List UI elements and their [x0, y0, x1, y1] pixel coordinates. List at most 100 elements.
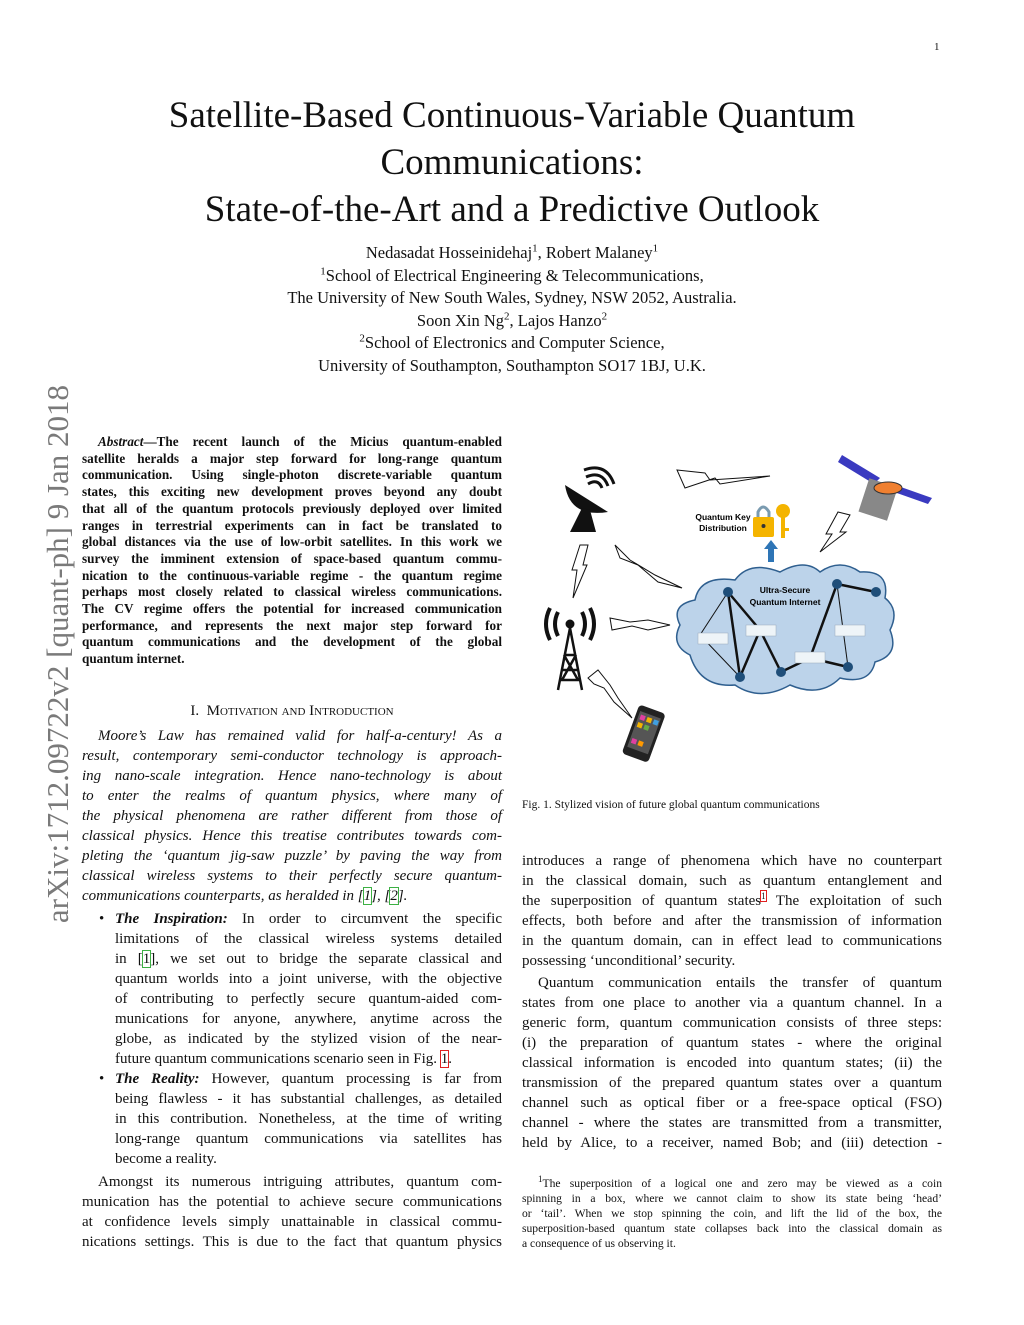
line-text: performance, and represents the next maj…	[82, 617, 502, 633]
text-line: limitations of the classical wireless sy…	[82, 929, 502, 949]
line-text: survey the imminent extension of space-b…	[82, 550, 502, 566]
text-line: communications counterparts, as heralded…	[82, 886, 502, 906]
line-text: being flawless - it has substantial chal…	[115, 1091, 502, 1107]
line-text: future quantum communications scenario s…	[115, 1051, 441, 1067]
text-line: long-range quantum communications via sa…	[82, 1129, 502, 1149]
text-line: future quantum communications scenario s…	[82, 1049, 502, 1069]
text-line: become a reality.	[82, 1149, 502, 1169]
airplane-thumbnails	[697, 624, 866, 664]
text-line: • The Reality: However, quantum processin…	[82, 1069, 502, 1089]
text-line: introduces a range of phenomena which ha…	[522, 851, 942, 871]
affil-sup: 1	[320, 265, 326, 278]
line-text: in [	[115, 951, 143, 967]
emphasis-text: The Inspiration:	[115, 911, 228, 927]
line-text: munications for anyone, anywhere, anytim…	[115, 1011, 502, 1027]
line-text: become a reality.	[115, 1151, 217, 1167]
abstract: Abstract—The recent launch of the Micius…	[82, 434, 502, 668]
author-name: Soon Xin Ng	[416, 310, 504, 330]
text-line: states from one place to another via a q…	[522, 993, 942, 1013]
line-text: spinning in a box, where we cannot claim…	[522, 1192, 942, 1205]
line-text: to enter the realms of quantum physics, …	[82, 788, 502, 804]
line-text: The superposition of a logical one and z…	[542, 1177, 943, 1190]
line-text: a consequence of us observing it.	[522, 1237, 676, 1250]
footnote-link[interactable]: 1	[760, 890, 767, 902]
affiliation-text: School of Electronics and Computer Scien…	[364, 333, 665, 353]
line-text: Moore’s Law has remained valid for half-…	[98, 728, 502, 744]
page-number: 1	[934, 41, 940, 53]
line-text: in this contribution. Nonetheless, at th…	[115, 1111, 502, 1127]
line-text: The exploitation of such	[765, 893, 942, 909]
citation-link[interactable]: 1	[141, 950, 152, 968]
affiliation: 1School of Electrical Engineering & Tele…	[0, 265, 1024, 288]
line-text: —The recent launch of the Micius quantum…	[143, 434, 502, 449]
figure-1: Ultra-Secure Quantum Internet Quantum Ke…	[520, 440, 950, 770]
figure-caption: Fig. 1. Stylized vision of future global…	[522, 799, 820, 811]
citation-link[interactable]: 1	[439, 1050, 450, 1068]
network-nodes	[723, 579, 881, 682]
affil-sup: 1	[532, 242, 538, 255]
line-text: In order to circumvent the specific	[227, 911, 502, 927]
satellite-icon	[838, 455, 932, 521]
paper-title: Satellite-Based Continuous-Variable Quan…	[0, 92, 1024, 233]
line-text: limitations of the classical wireless sy…	[115, 931, 502, 947]
text-line: in [1], we set out to bridge the separat…	[82, 949, 502, 969]
line-text: However, quantum processing is far from	[199, 1071, 502, 1087]
title-line: State-of-the-Art and a Predictive Outloo…	[204, 189, 820, 230]
text-line: The CV regime offers the potential for i…	[82, 601, 502, 618]
paragraph: Amongst its numerous intriguing attribut…	[82, 1172, 502, 1252]
line-text: The CV regime offers the potential for i…	[82, 601, 502, 617]
line-text: states, this exciting new development pr…	[82, 484, 502, 500]
line-text: result, contemporary semi-conductor tech…	[82, 748, 502, 764]
line-text: possessing ‘unconditional’ security.	[522, 953, 736, 969]
text-line: held by Alice, to a receiver, named Bob;…	[522, 1133, 942, 1153]
line-text: generic form, quantum communication cons…	[522, 1015, 942, 1031]
text-line: Quantum communication entails the transf…	[522, 973, 942, 993]
text-line: channel such as optical fiber or a free-…	[522, 1093, 942, 1113]
line-text: communications counterparts, as heralded…	[82, 888, 364, 904]
line-text: nication to the continuous-variable regi…	[82, 567, 502, 583]
citation-link[interactable]: 2	[389, 887, 399, 905]
qkd-label: Quantum Key	[695, 512, 751, 522]
line-text: long-range quantum communications via sa…	[115, 1131, 502, 1147]
affil-sup: 2	[359, 332, 365, 345]
intro-paragraph: Moore’s Law has remained valid for half-…	[82, 726, 502, 906]
text-line: being flawless - it has substantial chal…	[82, 1089, 502, 1109]
line-text: quantum communications and the developme…	[82, 634, 502, 650]
network-links	[699, 582, 877, 678]
text-line: pleting the ‘quantum jig-saw puzzle’ by …	[82, 846, 502, 866]
text-line: of contributing to perfectly secure quan…	[82, 989, 502, 1009]
text-line: Moore’s Law has remained valid for half-…	[82, 726, 502, 746]
line-text: pleting the ‘quantum jig-saw puzzle’ by …	[82, 848, 502, 864]
text-line: or ‘tail’. When we stop spinning the coi…	[522, 1206, 942, 1221]
text-line: performance, and represents the next maj…	[82, 618, 502, 635]
quantum-network-illustration: Ultra-Secure Quantum Internet Quantum Ke…	[544, 455, 932, 762]
line-text: or ‘tail’. When we stop spinning the coi…	[522, 1207, 942, 1220]
cloud-label: Quantum Internet	[750, 597, 821, 607]
line-text: the physical phenomena are rather differ…	[82, 808, 502, 824]
text-line: survey the imminent extension of space-b…	[82, 551, 502, 568]
text-line: transmission of the prepared quantum sta…	[522, 1073, 942, 1093]
arxiv-identifier: arXiv:1712.09722v2 [quant-ph] 9 Jan 2018	[40, 384, 75, 924]
text-line: generic form, quantum communication cons…	[522, 1013, 942, 1033]
text-line: that all of the quantum protocols previo…	[82, 501, 502, 518]
text-line: in the quantum domain, can in effect lea…	[522, 931, 942, 951]
text-line: Abstract—The recent launch of the Micius…	[82, 434, 502, 451]
line-text: effects, both before and after the trans…	[522, 913, 942, 929]
lock-key-icon	[753, 504, 790, 538]
satellite-dish-icon	[565, 466, 616, 532]
paragraph: introduces a range of phenomena which ha…	[522, 851, 942, 971]
line-text: Quantum communication entails the transf…	[538, 975, 942, 991]
line-text: satellite heralds a major step forward f…	[82, 450, 502, 466]
affiliation-text: School of Electrical Engineering & Telec…	[325, 265, 704, 285]
line-text: the superposition of quantum states	[522, 893, 762, 909]
line-text: .	[448, 1051, 453, 1067]
title-line: Communications:	[380, 142, 644, 183]
citation-link[interactable]: 1	[362, 887, 373, 905]
qkd-label: Distribution	[699, 523, 747, 533]
line-text: ing nano-scale integration. Hence nano-t…	[82, 768, 502, 784]
lightning-bolt	[819, 511, 851, 553]
lightning-bolt	[571, 544, 589, 599]
footnote-marker: 1	[538, 1174, 543, 1185]
line-text: munication has the potential to achieve …	[82, 1194, 502, 1210]
text-line: global distances via the use of low-orbi…	[82, 534, 502, 551]
